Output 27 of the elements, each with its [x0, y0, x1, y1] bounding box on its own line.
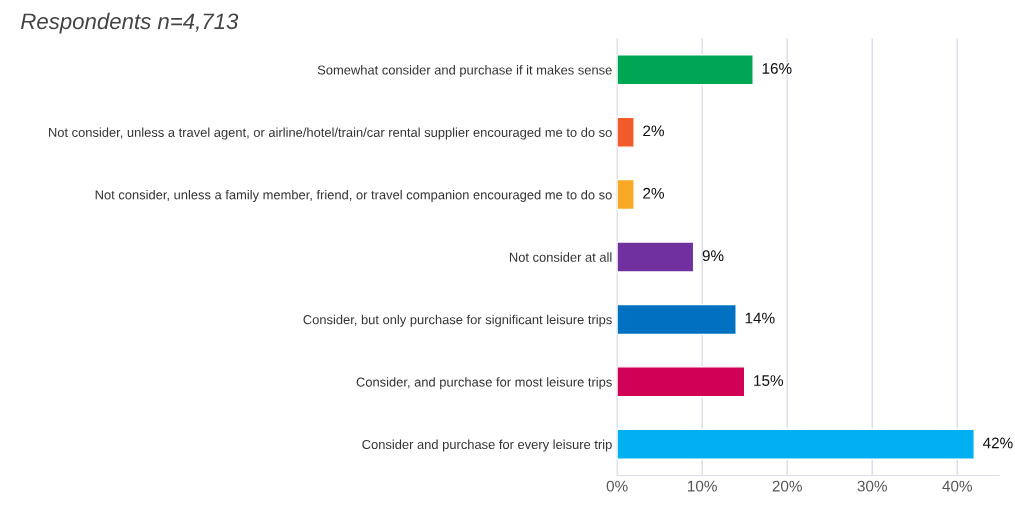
- text: Respondents n=4,713: [20, 12, 239, 34]
- y-tick-label: Not consider at all: [509, 252, 612, 262]
- y-tick-label: Not consider, unless a family member, friend, or travel companion encouraged me to do so: [95, 189, 612, 202]
- bar: [617, 54, 754, 86]
- data-label: 9%: [702, 250, 724, 262]
- bar: [617, 178, 635, 211]
- bar: [617, 366, 746, 398]
- x-tick-label: 40%: [942, 480, 972, 492]
- y-tick-label: Consider and purchase for every leisure trip: [362, 439, 612, 452]
- data-label: 16%: [762, 63, 792, 74]
- bar: [617, 428, 975, 460]
- data-label: 42%: [982, 437, 1013, 449]
- x-tick-label: 20%: [772, 480, 802, 492]
- data-label: 2%: [643, 125, 664, 137]
- bar: [617, 241, 695, 273]
- x-tick-label: 30%: [857, 480, 887, 492]
- data-label: 15%: [754, 375, 784, 386]
- bar: [617, 116, 635, 148]
- bar: [617, 303, 737, 336]
- y-tick-label: Consider, but only purchase for significant leisure trips: [303, 314, 612, 327]
- data-label: 2%: [643, 187, 664, 199]
- y-tick-label: Somewhat consider and purchase if it makes sense: [317, 65, 612, 78]
- data-label: 14%: [745, 312, 775, 324]
- x-tick-label: 0%: [606, 480, 628, 492]
- x-tick-label: 10%: [688, 480, 717, 492]
- y-tick-label: Consider, and purchase for most leisure trips: [356, 377, 612, 390]
- y-tick-label: Not consider, unless a travel agent, or airline/hotel/train/car rental supplier encouraged me to do so: [49, 127, 612, 140]
